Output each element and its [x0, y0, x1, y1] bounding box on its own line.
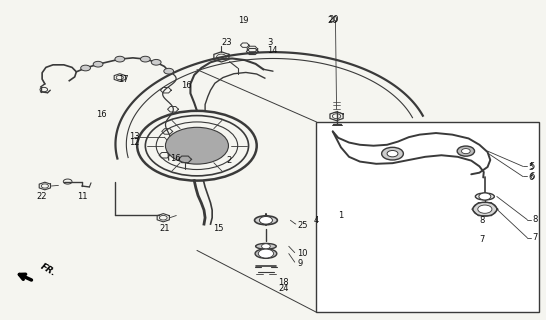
Text: 6: 6 — [529, 173, 533, 182]
Circle shape — [164, 68, 174, 74]
Text: 14: 14 — [268, 46, 278, 55]
Text: 1: 1 — [338, 211, 343, 220]
Text: 24: 24 — [278, 284, 289, 293]
Text: 16: 16 — [97, 109, 107, 118]
Text: 2: 2 — [227, 156, 232, 164]
Text: 21: 21 — [159, 224, 169, 233]
Bar — [317, 122, 539, 312]
Circle shape — [387, 150, 398, 157]
Text: 8: 8 — [479, 216, 485, 225]
Ellipse shape — [254, 216, 277, 225]
Text: 22: 22 — [37, 192, 47, 201]
Text: FR.: FR. — [38, 262, 57, 278]
Circle shape — [382, 147, 403, 160]
Circle shape — [115, 56, 124, 62]
Text: 8: 8 — [532, 215, 537, 224]
Circle shape — [140, 56, 150, 62]
Text: 7: 7 — [479, 235, 485, 244]
Text: 5: 5 — [530, 162, 535, 171]
Text: 16: 16 — [181, 81, 191, 90]
Text: 12: 12 — [129, 138, 140, 147]
Text: 20: 20 — [327, 16, 338, 25]
Ellipse shape — [476, 193, 494, 200]
Circle shape — [461, 148, 470, 154]
Circle shape — [151, 60, 161, 65]
Text: 13: 13 — [129, 132, 140, 141]
Text: 16: 16 — [170, 154, 180, 163]
Text: 17: 17 — [118, 75, 129, 84]
Circle shape — [81, 65, 91, 71]
Circle shape — [258, 249, 274, 258]
Text: 15: 15 — [213, 224, 224, 233]
Text: 20: 20 — [328, 15, 339, 24]
Circle shape — [259, 216, 272, 224]
Circle shape — [457, 146, 474, 156]
Ellipse shape — [256, 244, 276, 249]
Text: 10: 10 — [298, 249, 308, 258]
Text: 3: 3 — [268, 38, 273, 47]
Text: 25: 25 — [298, 220, 308, 229]
Text: 7: 7 — [532, 233, 537, 242]
Text: 18: 18 — [278, 278, 289, 287]
Text: 11: 11 — [78, 192, 88, 201]
Circle shape — [473, 202, 497, 216]
Text: 23: 23 — [221, 38, 232, 47]
Text: 6: 6 — [530, 172, 535, 181]
Circle shape — [262, 244, 270, 249]
Text: 4: 4 — [314, 216, 319, 225]
Text: 9: 9 — [298, 259, 302, 268]
Circle shape — [479, 193, 491, 200]
Circle shape — [478, 205, 492, 213]
Ellipse shape — [255, 249, 277, 258]
Text: 5: 5 — [529, 164, 533, 172]
Circle shape — [165, 127, 228, 164]
Circle shape — [93, 61, 103, 67]
Text: 19: 19 — [238, 16, 248, 25]
